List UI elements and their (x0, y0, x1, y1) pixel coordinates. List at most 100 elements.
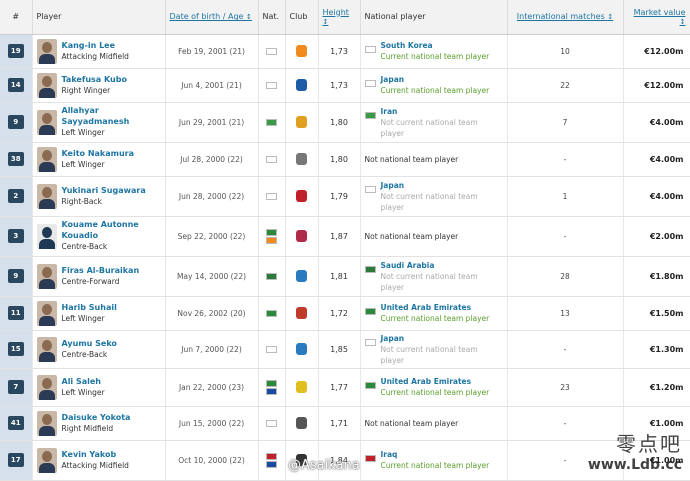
market-value-link[interactable]: €1.30m (649, 344, 684, 354)
player-position: Left Winger (61, 128, 105, 137)
club-logo-icon[interactable] (296, 116, 307, 128)
national-team-link[interactable]: Saudi Arabia (380, 260, 435, 270)
table-row: 11 Harib Suhail Left Winger Nov 26, 2002 (2… (0, 296, 690, 331)
date-of-birth: Nov 26, 2002 (20) (177, 308, 246, 318)
player-photo[interactable] (36, 336, 57, 362)
national-team-link[interactable]: Japan (380, 333, 405, 343)
player-photo[interactable] (36, 72, 57, 98)
player-name-link[interactable]: Firas Al-Buraikan (61, 265, 140, 275)
player-cell: Daisuke Yokota Right Midfield (32, 406, 166, 441)
player-position: Centre-Back (61, 242, 108, 251)
player-name-link[interactable]: Takefusa Kubo (61, 74, 127, 84)
national-player-cell: United Arab Emirates Current national tea… (360, 296, 508, 331)
table-row: 9 Firas Al-Buraikan Centre-Forward May 14, … (0, 256, 690, 297)
market-value-link[interactable]: €4.00m (649, 117, 684, 127)
national-status: Not current national team player (380, 271, 478, 292)
club-logo-icon[interactable] (296, 381, 307, 393)
intl-matches-cell: - (507, 216, 624, 257)
national-team-link[interactable]: Japan (380, 75, 405, 84)
dob-cell: Jun 15, 2000 (22) (165, 406, 259, 441)
height-value: 1,81 (330, 271, 348, 281)
club-cell (285, 368, 319, 407)
market-value-link[interactable]: €12.00m (644, 46, 684, 56)
player-photo[interactable] (36, 374, 57, 400)
club-logo-icon[interactable] (296, 190, 307, 202)
dob-cell: Jun 7, 2000 (22) (165, 330, 259, 369)
height-value: 1,73 (330, 46, 348, 56)
player-photo[interactable] (36, 300, 57, 326)
player-name-link[interactable]: Ali Saleh (61, 376, 101, 386)
national-player-cell: Japan Not current national team player (360, 330, 508, 369)
player-name-link[interactable]: Harib Suhail (61, 302, 117, 312)
national-team-flag-icon (364, 265, 376, 273)
player-photo[interactable] (36, 447, 57, 473)
club-logo-icon[interactable] (296, 79, 307, 91)
market-value-cell: €1.20m (623, 368, 690, 407)
player-name-link[interactable]: Kevin Yakob (61, 449, 117, 459)
market-value-link[interactable]: €12.00m (644, 80, 684, 90)
club-logo-icon[interactable] (296, 153, 307, 165)
sort-icon: ↕ (246, 13, 252, 22)
player-photo[interactable] (36, 223, 57, 249)
club-logo-icon[interactable] (296, 454, 307, 466)
header-intl-sort[interactable]: International matches ↕ (507, 0, 624, 35)
watermark-url: www.Ldb.cc (587, 457, 682, 473)
player-name-link[interactable]: Ayumu Seko (61, 338, 117, 348)
market-value-cell: €12.00m (623, 68, 690, 103)
player-photo[interactable] (36, 38, 57, 64)
market-value-link[interactable]: €1.00m (649, 418, 684, 428)
header-row: # Player Date of birth / Age ↕ Nat. Club… (0, 0, 690, 35)
market-value-link[interactable]: €1.80m (649, 271, 684, 281)
market-value-link[interactable]: €4.00m (649, 191, 684, 201)
intl-matches-value: 28 (560, 271, 570, 281)
intl-matches-value: 22 (560, 80, 570, 90)
player-name-link[interactable]: Allahyar Sayyadmanesh (61, 106, 130, 126)
player-photo[interactable] (36, 183, 57, 209)
national-team-flag-icon (364, 111, 376, 119)
nationality-flag-icon (266, 452, 277, 460)
header-height-sort[interactable]: Height ↕ (318, 0, 361, 35)
market-value-cell: €4.00m (623, 142, 690, 177)
national-team-link[interactable]: United Arab Emirates (380, 303, 472, 312)
market-value-link[interactable]: €2.00m (649, 231, 684, 241)
intl-matches-value: 7 (562, 117, 568, 127)
national-status: Not current national team player (380, 117, 478, 138)
player-name-link[interactable]: Keito Nakamura (61, 148, 135, 158)
date-of-birth: Jun 28, 2000 (22) (178, 191, 245, 201)
shirt-number-cell: 17 (0, 440, 33, 481)
player-cell: Kevin Yakob Attacking Midfield (32, 440, 166, 481)
player-photo[interactable] (36, 410, 57, 436)
shirt-number-cell: 11 (0, 296, 33, 331)
club-logo-icon[interactable] (296, 270, 307, 282)
national-team-link[interactable]: Japan (380, 180, 405, 190)
player-name-link[interactable]: Kouame Autonne Kouadio (61, 220, 139, 240)
club-logo-icon[interactable] (296, 417, 307, 429)
market-value-link[interactable]: €1.20m (649, 382, 684, 392)
national-team-link[interactable]: United Arab Emirates (380, 377, 472, 386)
national-player-cell: Iraq Current national team player (360, 440, 508, 481)
player-name-link[interactable]: Kang-in Lee (61, 40, 116, 50)
date-of-birth: Jun 15, 2000 (22) (178, 418, 245, 428)
player-name-link[interactable]: Daisuke Yokota (61, 412, 131, 422)
sort-icon: ↕ (607, 13, 614, 22)
club-logo-icon[interactable] (296, 230, 307, 242)
player-cell: Allahyar Sayyadmanesh Left Winger (32, 102, 166, 143)
national-team-link[interactable]: South Korea (380, 41, 433, 50)
player-photo[interactable] (36, 146, 57, 172)
club-logo-icon[interactable] (296, 45, 307, 57)
national-team-link[interactable]: Iraq (380, 450, 398, 459)
player-photo[interactable] (36, 109, 57, 135)
header-value-sort[interactable]: Market value ↕ (623, 0, 690, 35)
header-dob-sort[interactable]: Date of birth / Age ↕ (165, 0, 259, 35)
player-name-link[interactable]: Yukinari Sugawara (61, 185, 146, 195)
club-logo-icon[interactable] (296, 307, 307, 319)
player-cell: Keito Nakamura Left Winger (32, 142, 166, 177)
sort-icon: ↕ (679, 17, 686, 26)
player-photo[interactable] (36, 263, 57, 289)
market-value-link[interactable]: €1.50m (649, 308, 684, 318)
market-value-cell: €12.00m (623, 34, 690, 69)
market-value-link[interactable]: €1.00m (649, 455, 684, 465)
club-logo-icon[interactable] (296, 343, 307, 355)
market-value-link[interactable]: €4.00m (649, 154, 684, 164)
national-team-link[interactable]: Iran (380, 106, 398, 116)
